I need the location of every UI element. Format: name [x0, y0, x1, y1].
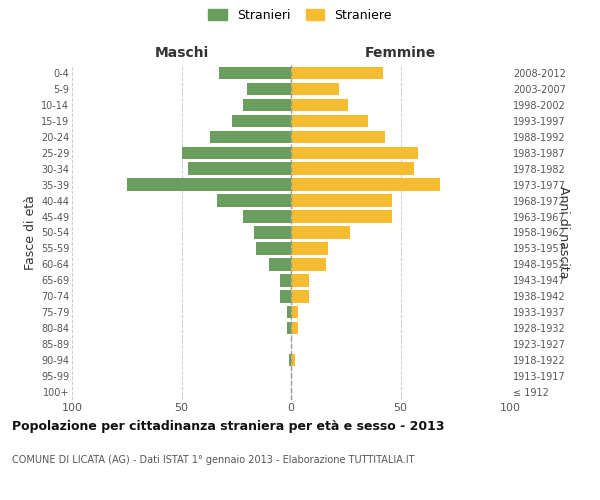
- Bar: [291, 354, 295, 366]
- Bar: [291, 67, 383, 79]
- Bar: [291, 146, 418, 159]
- Bar: [287, 306, 291, 318]
- Bar: [291, 194, 392, 207]
- Bar: [289, 354, 291, 366]
- Bar: [210, 130, 291, 143]
- Bar: [287, 322, 291, 334]
- Text: Popolazione per cittadinanza straniera per età e sesso - 2013: Popolazione per cittadinanza straniera p…: [12, 420, 445, 433]
- Bar: [291, 226, 350, 238]
- Bar: [232, 114, 291, 127]
- Bar: [291, 306, 298, 318]
- Bar: [188, 162, 291, 175]
- Bar: [280, 274, 291, 286]
- Text: COMUNE DI LICATA (AG) - Dati ISTAT 1° gennaio 2013 - Elaborazione TUTTITALIA.IT: COMUNE DI LICATA (AG) - Dati ISTAT 1° ge…: [12, 455, 415, 465]
- Text: Femmine: Femmine: [365, 46, 436, 60]
- Bar: [243, 98, 291, 111]
- Bar: [291, 274, 308, 286]
- Bar: [291, 242, 328, 254]
- Bar: [254, 226, 291, 238]
- Bar: [291, 114, 368, 127]
- Bar: [182, 146, 291, 159]
- Bar: [291, 290, 308, 302]
- Bar: [291, 82, 339, 95]
- Bar: [219, 67, 291, 79]
- Bar: [247, 82, 291, 95]
- Bar: [291, 130, 385, 143]
- Legend: Stranieri, Straniere: Stranieri, Straniere: [206, 6, 394, 24]
- Bar: [291, 322, 298, 334]
- Bar: [127, 178, 291, 191]
- Text: Maschi: Maschi: [154, 46, 209, 60]
- Bar: [269, 258, 291, 270]
- Bar: [243, 210, 291, 223]
- Bar: [256, 242, 291, 254]
- Bar: [280, 290, 291, 302]
- Bar: [291, 178, 440, 191]
- Bar: [291, 162, 413, 175]
- Bar: [291, 258, 326, 270]
- Y-axis label: Anni di nascita: Anni di nascita: [557, 186, 570, 279]
- Bar: [291, 98, 348, 111]
- Bar: [217, 194, 291, 207]
- Y-axis label: Fasce di età: Fasce di età: [23, 195, 37, 270]
- Bar: [291, 210, 392, 223]
